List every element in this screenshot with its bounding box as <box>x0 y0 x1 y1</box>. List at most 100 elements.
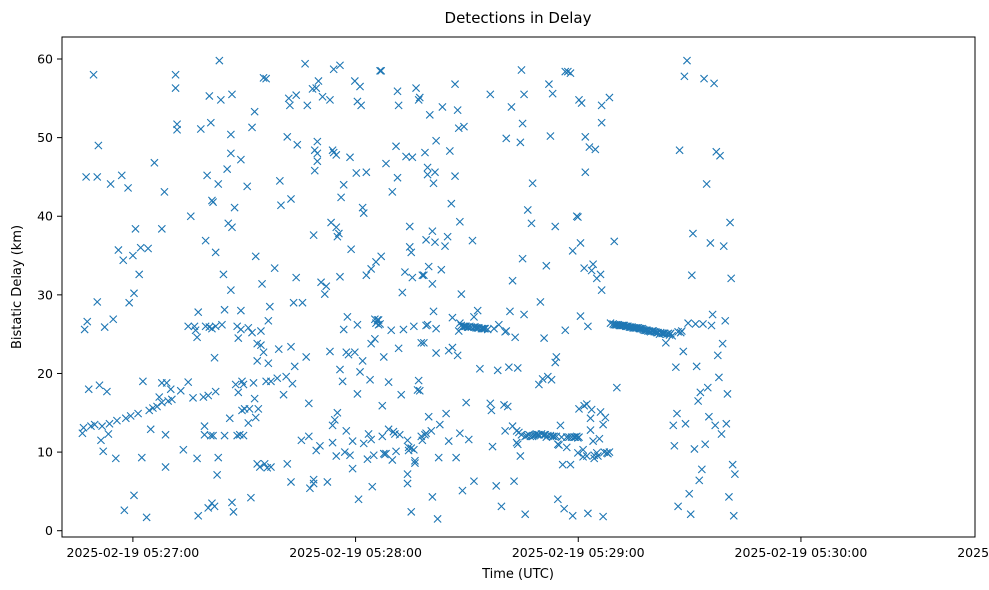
data-point <box>458 486 467 495</box>
data-point <box>204 503 213 512</box>
data-point <box>425 110 434 119</box>
data-point <box>162 378 171 387</box>
data-point <box>236 155 245 164</box>
data-point <box>230 203 239 212</box>
data-point <box>701 440 710 449</box>
data-point <box>601 413 610 422</box>
data-point <box>157 224 166 233</box>
data-point <box>660 329 669 338</box>
data-point <box>548 89 557 98</box>
data-point <box>134 409 143 418</box>
data-point <box>239 380 248 389</box>
data-point <box>679 347 688 356</box>
data-point <box>155 393 164 402</box>
data-point <box>94 141 103 150</box>
data-point <box>610 237 619 246</box>
data-point <box>593 452 602 461</box>
data-point <box>200 422 209 431</box>
data-point <box>408 273 417 282</box>
data-point <box>730 470 739 479</box>
data-point <box>338 377 347 386</box>
data-point <box>219 270 228 279</box>
data-point <box>511 333 520 342</box>
data-point <box>93 172 102 181</box>
data-point <box>256 327 265 336</box>
data-point <box>305 484 314 493</box>
data-point <box>568 246 577 255</box>
data-point <box>382 159 390 168</box>
data-point <box>215 56 224 65</box>
data-point <box>313 157 322 166</box>
data-point <box>332 223 341 232</box>
data-point <box>356 82 365 91</box>
data-point <box>288 379 297 388</box>
data-point <box>442 409 451 418</box>
data-point <box>284 94 293 103</box>
data-point <box>443 232 452 241</box>
data-point <box>462 398 471 407</box>
data-point <box>422 235 431 244</box>
data-point <box>366 375 375 384</box>
data-point <box>265 302 274 311</box>
data-point <box>245 404 254 413</box>
data-point <box>432 349 441 358</box>
data-point <box>424 262 433 271</box>
data-point <box>558 460 567 469</box>
y-tick-label: 30 <box>37 287 53 302</box>
data-point <box>226 286 235 295</box>
data-point <box>99 447 108 456</box>
data-point <box>211 248 220 257</box>
data-point <box>393 87 402 96</box>
data-point <box>273 374 282 383</box>
data-point <box>358 356 367 365</box>
data-point <box>350 348 359 357</box>
data-point <box>335 272 344 281</box>
data-point <box>692 362 701 371</box>
data-point <box>441 242 450 251</box>
data-point <box>346 451 354 460</box>
data-point <box>320 290 329 299</box>
data-point <box>210 502 219 511</box>
data-point <box>721 316 730 325</box>
data-point <box>490 324 498 333</box>
data-point <box>211 322 220 331</box>
data-point <box>488 442 497 451</box>
data-point <box>417 338 426 347</box>
data-point <box>266 377 275 386</box>
data-point <box>138 377 147 386</box>
data-point <box>505 307 514 316</box>
data-point <box>130 491 138 500</box>
data-point <box>377 66 386 75</box>
data-point <box>448 313 457 322</box>
data-point <box>344 350 353 359</box>
data-point <box>250 394 259 403</box>
data-point <box>176 386 185 395</box>
data-point <box>576 238 585 247</box>
data-point <box>688 229 697 238</box>
data-point <box>93 297 102 306</box>
data-point <box>226 149 235 158</box>
data-point <box>191 326 200 335</box>
data-point <box>251 252 260 261</box>
data-point <box>213 470 222 479</box>
data-point <box>290 362 299 371</box>
data-point <box>199 393 208 402</box>
data-point <box>89 70 98 79</box>
data-point <box>136 243 145 252</box>
data-point <box>605 93 614 102</box>
data-point <box>161 463 170 472</box>
data-point <box>589 260 598 269</box>
data-point <box>246 493 255 502</box>
data-point <box>220 431 229 440</box>
data-point <box>685 489 694 498</box>
data-point <box>728 460 737 469</box>
data-point <box>333 408 342 417</box>
data-point <box>259 73 268 82</box>
data-point <box>121 414 130 423</box>
data-point <box>451 80 460 89</box>
data-point <box>304 432 313 441</box>
data-point <box>415 93 424 102</box>
data-point <box>583 509 592 518</box>
x-tick-label: 2025-02-19 05:27:00 <box>67 545 200 560</box>
